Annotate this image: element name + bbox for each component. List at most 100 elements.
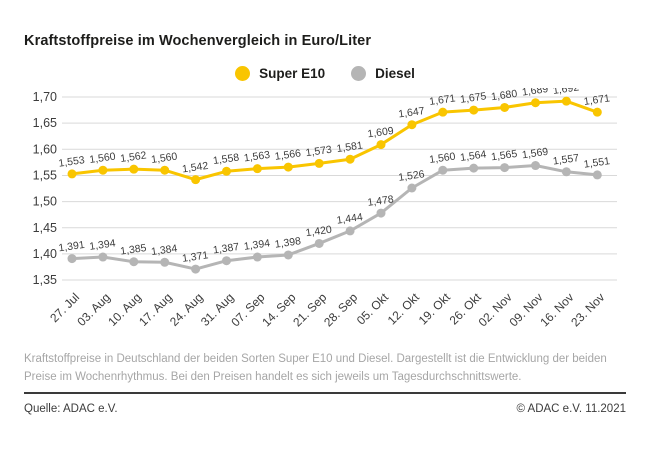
data-label-diesel: 1,526	[398, 168, 426, 184]
super-e10-dot-icon	[235, 66, 251, 81]
y-tick-label: 1,60	[33, 142, 57, 156]
data-label-super-e10: 1,542	[181, 160, 209, 176]
source-label: Quelle: ADAC e.V.	[24, 403, 118, 415]
data-point-diesel	[314, 238, 324, 248]
data-point-super-e10	[592, 107, 602, 117]
data-point-super-e10	[160, 165, 170, 175]
data-point-super-e10	[438, 107, 448, 117]
y-tick-label: 1,55	[33, 168, 57, 182]
data-label-diesel: 1,394	[243, 237, 271, 253]
data-label-super-e10: 1,560	[89, 150, 117, 166]
data-point-super-e10	[191, 175, 201, 185]
data-point-diesel	[531, 161, 540, 171]
data-label-diesel: 1,387	[212, 241, 240, 257]
data-label-super-e10: 1,558	[212, 152, 240, 168]
x-tick-label: 14. Sep	[259, 290, 298, 329]
data-point-diesel	[222, 256, 231, 266]
data-label-diesel: 1,564	[459, 148, 487, 164]
series-line-super-e10	[71, 99, 598, 182]
y-tick-label: 1,40	[33, 247, 57, 261]
data-point-super-e10	[98, 165, 108, 175]
data-label-super-e10: 1,671	[583, 92, 611, 108]
data-point-diesel	[592, 170, 602, 180]
data-point-diesel	[561, 167, 571, 177]
data-label-diesel: 1,371	[181, 249, 209, 265]
x-tick-label: 10. Aug	[105, 290, 144, 329]
data-point-diesel	[500, 163, 510, 173]
copyright-label: © ADAC e.V. 11.2021	[516, 403, 627, 415]
data-point-diesel	[160, 257, 170, 267]
x-tick-label: 23. Nov	[568, 290, 607, 329]
data-label-super-e10: 1,680	[490, 88, 518, 103]
y-tick-label: 1,65	[33, 116, 57, 130]
data-point-super-e10	[345, 154, 355, 164]
data-label-diesel: 1,557	[552, 152, 580, 168]
legend-label-super-e10: Super E10	[259, 66, 326, 81]
data-label-super-e10: 1,563	[243, 149, 271, 165]
data-point-super-e10	[129, 164, 139, 174]
footer-divider	[24, 392, 626, 394]
data-point-diesel	[345, 226, 355, 236]
data-label-super-e10: 1,689	[521, 88, 549, 99]
legend-item-diesel: Diesel	[351, 66, 415, 81]
y-tick-label: 1,70	[33, 90, 57, 104]
x-tick-label: 03. Aug	[74, 290, 113, 329]
data-label-diesel: 1,420	[305, 224, 333, 240]
x-tick-label: 09. Nov	[506, 290, 545, 329]
chart-title: Kraftstoffpreise im Wochenvergleich in E…	[24, 33, 372, 49]
data-point-super-e10	[407, 120, 417, 130]
x-tick-label: 16. Nov	[537, 290, 576, 329]
y-tick-label: 1,50	[33, 195, 57, 209]
x-tick-label: 24. Aug	[167, 290, 206, 329]
data-label-super-e10: 1,692	[552, 88, 580, 97]
series-line-diesel	[71, 164, 598, 271]
data-label-super-e10: 1,647	[398, 105, 426, 121]
data-point-diesel	[469, 163, 479, 173]
x-tick-label: 19. Okt	[416, 290, 454, 328]
diesel-dot-icon	[351, 66, 367, 81]
data-label-super-e10: 1,581	[336, 139, 364, 155]
y-tick-label: 1,45	[33, 221, 57, 235]
data-point-super-e10	[314, 158, 324, 168]
data-point-diesel	[438, 165, 448, 175]
data-point-super-e10	[222, 166, 231, 176]
x-tick-label: 28. Sep	[321, 290, 360, 329]
x-tick-label: 02. Nov	[476, 290, 515, 329]
data-label-super-e10: 1,671	[429, 92, 457, 108]
data-label-diesel: 1,384	[150, 243, 178, 259]
data-point-super-e10	[283, 162, 293, 172]
data-label-super-e10: 1,562	[120, 149, 148, 165]
legend-label-diesel: Diesel	[375, 66, 415, 81]
y-tick-label: 1,35	[33, 273, 57, 287]
data-point-diesel	[129, 257, 139, 267]
data-point-super-e10	[376, 140, 386, 150]
data-point-super-e10	[252, 164, 262, 174]
data-point-super-e10	[561, 96, 571, 106]
data-point-super-e10	[67, 169, 77, 179]
x-tick-label: 12. Okt	[385, 290, 423, 328]
data-label-super-e10: 1,560	[150, 150, 178, 166]
data-point-diesel	[252, 252, 262, 262]
data-point-super-e10	[500, 102, 510, 112]
data-label-diesel: 1,560	[429, 150, 457, 166]
data-point-diesel	[407, 183, 417, 193]
data-point-diesel	[376, 208, 386, 218]
data-label-diesel: 1,478	[367, 193, 395, 209]
x-tick-label: 21. Sep	[290, 290, 329, 329]
legend-item-super-e10: Super E10	[235, 66, 325, 81]
x-tick-label: 17. Aug	[136, 290, 175, 329]
data-label-super-e10: 1,573	[305, 144, 333, 160]
data-point-diesel	[191, 264, 201, 274]
data-point-diesel	[67, 254, 77, 264]
data-point-super-e10	[531, 98, 540, 108]
data-point-diesel	[98, 252, 108, 262]
x-tick-label: 07. Sep	[228, 290, 267, 329]
data-label-super-e10: 1,609	[367, 125, 395, 141]
data-label-diesel: 1,565	[490, 148, 518, 164]
data-label-diesel: 1,551	[583, 155, 611, 171]
data-label-diesel: 1,385	[120, 242, 148, 258]
data-label-diesel: 1,391	[58, 239, 86, 255]
chart-legend: Super E10 Diesel	[0, 66, 650, 81]
